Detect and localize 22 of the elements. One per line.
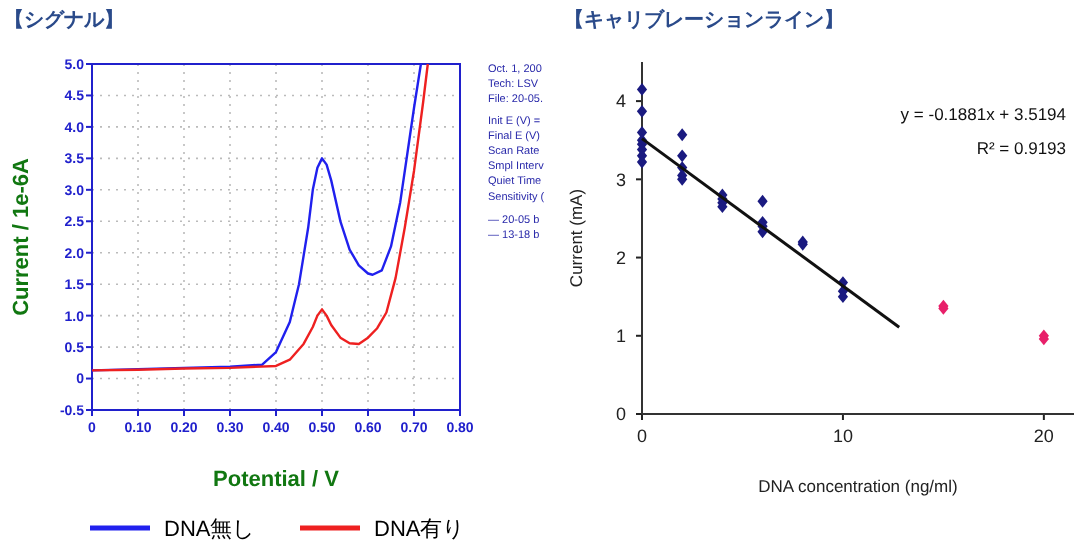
legend-label: DNA無し bbox=[164, 518, 255, 542]
x-tick-label: 0 bbox=[636, 426, 648, 446]
point bbox=[677, 128, 688, 142]
point bbox=[757, 194, 768, 208]
y-tick-label: 1 bbox=[615, 326, 626, 347]
point bbox=[636, 82, 648, 96]
y-tick-label: 4 bbox=[615, 91, 626, 112]
annotation: y = -0.1881x + 3.5194 bbox=[900, 104, 1067, 124]
y-tick-label: 3 bbox=[615, 169, 626, 190]
x-tick-label: 10 bbox=[832, 426, 853, 446]
y-axis-title: Current / 1e-6A bbox=[10, 158, 34, 316]
y-tick-label: 2 bbox=[615, 247, 626, 268]
point bbox=[636, 104, 648, 118]
chart-title: 【シグナル】 bbox=[4, 8, 124, 32]
chart-title: 【キャリブレーションライン】 bbox=[564, 8, 844, 32]
x-axis-title: DNA concentration (ng/ml) bbox=[758, 476, 959, 496]
x-axis-title: Potential / V bbox=[213, 468, 341, 492]
legend-label: DNA有り bbox=[374, 518, 465, 542]
annotation: R² = 0.9193 bbox=[976, 138, 1067, 158]
point bbox=[677, 149, 688, 163]
x-tick-label: 20 bbox=[1033, 426, 1054, 446]
y-axis-title: Current (mA) bbox=[566, 188, 586, 288]
